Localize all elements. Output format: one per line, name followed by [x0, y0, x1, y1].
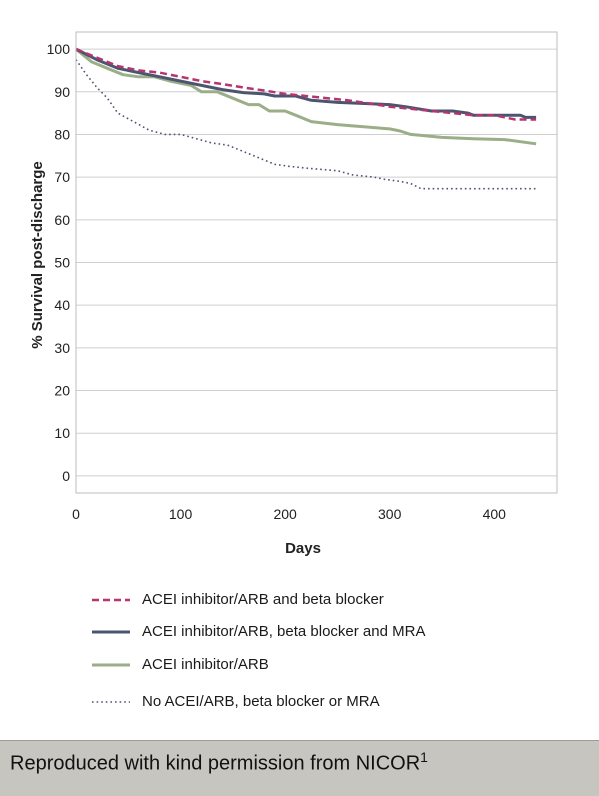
- legend-swatch-dashed: [92, 598, 130, 602]
- y-tick-label: 0: [62, 468, 70, 484]
- y-tick-label: 60: [54, 212, 70, 228]
- y-tick-label: 100: [47, 41, 71, 57]
- series-layer: [75, 47, 537, 190]
- axes-layer: 0 10 20 30 40 50 60 70 80 90 100 0 100 200 300 400: [47, 31, 558, 522]
- y-tick-label: 10: [54, 425, 70, 441]
- x-tick-label: 200: [273, 506, 297, 522]
- x-tick-label: 100: [169, 506, 193, 522]
- series-line-3: [75, 59, 537, 190]
- grid-layer: [76, 48, 557, 477]
- legend-swatch-dotted: [92, 701, 130, 703]
- y-tick-label: 90: [54, 84, 70, 100]
- series-line-0: [75, 47, 537, 121]
- series-line-1: [75, 47, 537, 119]
- y-tick-label: 80: [54, 126, 70, 142]
- legend-swatch-solid-green: [92, 663, 130, 667]
- attribution-main: Reproduced with kind permission from NIC…: [10, 752, 421, 775]
- x-tick-label: 0: [72, 506, 80, 522]
- y-tick-label: 20: [54, 383, 70, 399]
- attribution-superscript: 1: [420, 749, 428, 765]
- y-tick-label: 70: [54, 169, 70, 185]
- attribution-text: Reproduced with kind permission from NIC…: [10, 749, 428, 776]
- legend-item-acei-arb-beta-mra: ACEI inhibitor/ARB, beta blocker and MRA: [0, 622, 599, 646]
- x-tick-label: 300: [378, 506, 402, 522]
- y-tick-label: 30: [54, 340, 70, 356]
- x-tick-label: 400: [483, 506, 507, 522]
- legend-item-none: No ACEI/ARB, beta blocker or MRA: [0, 692, 599, 716]
- legend-label: ACEI inhibitor/ARB, beta blocker and MRA: [142, 623, 426, 640]
- legend-label: ACEI inhibitor/ARB and beta blocker: [142, 591, 384, 608]
- survival-chart: 0 10 20 30 40 50 60 70 80 90 100 0 100 200 300 400 % Su…: [29, 31, 558, 557]
- legend-label: ACEI inhibitor/ARB: [142, 656, 269, 673]
- legend-item-acei-arb-beta: ACEI inhibitor/ARB and beta blocker: [0, 590, 599, 614]
- legend-swatch-solid-dark: [92, 630, 130, 634]
- series-line-2: [75, 47, 537, 146]
- legend-label: No ACEI/ARB, beta blocker or MRA: [142, 693, 380, 710]
- y-tick-label: 40: [54, 297, 70, 313]
- y-tick-label: 50: [54, 255, 70, 271]
- legend-item-acei-arb: ACEI inhibitor/ARB: [0, 655, 599, 679]
- x-axis-title: Days: [285, 540, 321, 557]
- plot-frame: [75, 31, 558, 494]
- footer-banner: Reproduced with kind permission from NIC…: [0, 740, 599, 796]
- y-axis-title: % Survival post-discharge: [29, 161, 46, 349]
